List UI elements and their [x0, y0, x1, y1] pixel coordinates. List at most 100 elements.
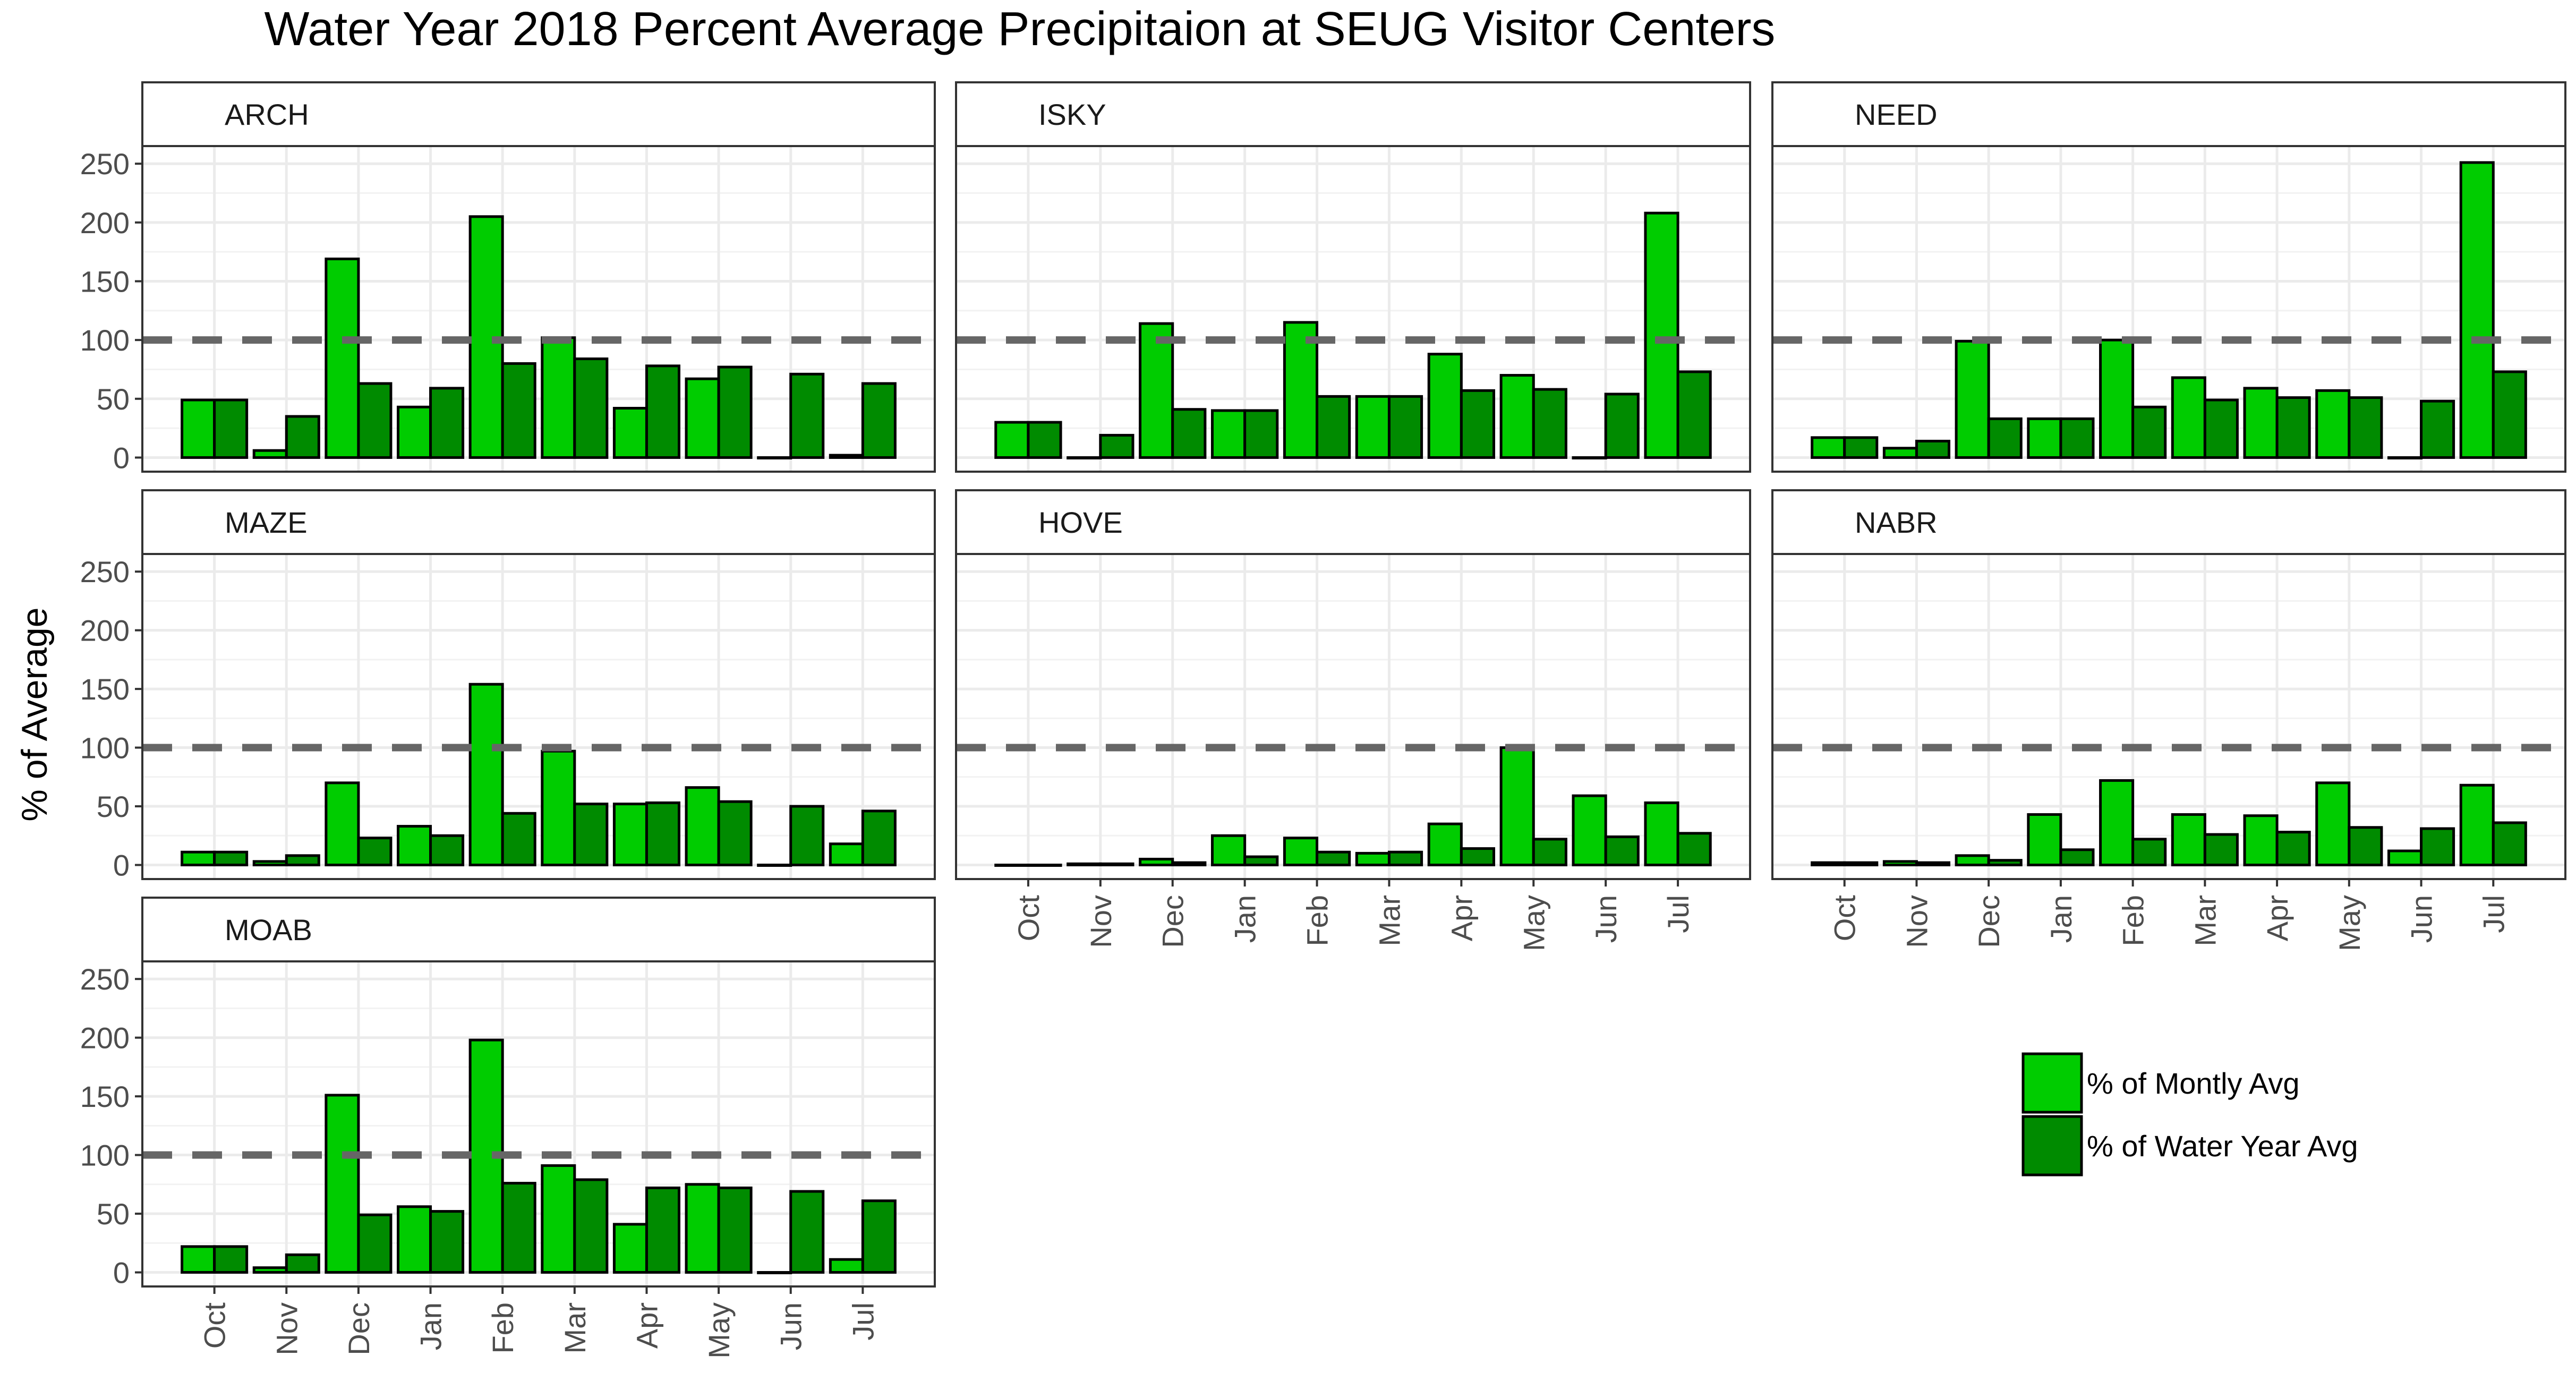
x-tick-label: Apr — [630, 1302, 663, 1349]
bar-monthly-jan — [397, 1205, 432, 1274]
bar-water-year-jan — [1243, 409, 1279, 459]
bar-water-year-jul — [1676, 370, 1712, 459]
y-axis-title: % of Average — [14, 607, 55, 821]
bar-water-year-dec — [1171, 861, 1207, 866]
facet-label: MAZE — [225, 506, 308, 539]
bar-water-year-dec — [357, 837, 393, 866]
bar-water-year-jan — [1243, 855, 1279, 866]
x-tick-label: Feb — [486, 1302, 519, 1354]
bar-monthly-jun — [1572, 456, 1607, 459]
bar-water-year-apr — [2275, 831, 2311, 866]
bar-water-year-may — [717, 1186, 753, 1274]
bar-water-year-jun — [2420, 827, 2455, 866]
bar-monthly-apr — [2243, 387, 2279, 459]
bar-monthly-dec — [325, 257, 360, 459]
bar-monthly-jul — [1644, 211, 1679, 459]
facet-label: NEED — [1855, 98, 1938, 131]
bar-monthly-nov — [252, 1266, 288, 1274]
y-tick-label: 150 — [80, 1080, 130, 1113]
plot-background — [1772, 554, 2565, 879]
bar-water-year-jun — [789, 372, 825, 459]
bar-water-year-nov — [1915, 439, 1951, 459]
bar-monthly-apr — [1427, 353, 1463, 459]
bar-water-year-oct — [1027, 421, 1062, 459]
y-tick-label: 250 — [80, 962, 130, 996]
x-tick-label: Jun — [2405, 895, 2438, 943]
bar-water-year-jun — [789, 1190, 825, 1274]
x-tick-label: Jan — [414, 1302, 448, 1350]
bar-monthly-jul — [2459, 161, 2495, 459]
bar-monthly-jul — [829, 454, 864, 459]
bar-water-year-nov — [285, 1253, 320, 1274]
panel-moab: MOAB 0 50 100 150 200 250 Oct Nov Dec Jan Feb Mar Apr… — [80, 897, 936, 1359]
panel-arch: ARCH 0 50 100 150 200 250 — [80, 81, 936, 474]
facet-label: HOVE — [1038, 506, 1123, 539]
bar-water-year-nov — [1915, 861, 1951, 866]
plot-background — [956, 554, 1750, 879]
bar-monthly-jan — [397, 405, 432, 459]
y-tick-label: 50 — [97, 790, 130, 823]
bar-monthly-dec — [1139, 857, 1174, 866]
facet-strip — [1771, 81, 2566, 147]
y-tick-label: 0 — [113, 1256, 130, 1289]
x-tick-label: Mar — [558, 1302, 592, 1353]
bar-water-year-dec — [1987, 859, 2023, 866]
bar-water-year-jul — [2492, 821, 2527, 866]
x-tick-label: Oct — [1828, 895, 1862, 942]
bar-water-year-feb — [2131, 405, 2167, 459]
bar-monthly-jun — [757, 456, 792, 459]
bar-water-year-jul — [1676, 832, 1712, 866]
facet-strip — [141, 897, 936, 962]
bar-water-year-may — [2348, 396, 2383, 459]
bar-monthly-nov — [1067, 456, 1102, 459]
bar-water-year-may — [717, 365, 753, 459]
panel-border — [1771, 553, 2566, 880]
bar-water-year-feb — [501, 812, 536, 866]
bar-water-year-apr — [1460, 847, 1496, 866]
x-tick-label: May — [702, 1302, 736, 1359]
bar-monthly-jan — [397, 825, 432, 866]
bar-water-year-may — [1532, 838, 1567, 866]
bar-water-year-mar — [2203, 833, 2239, 866]
panel-border — [141, 145, 936, 473]
bar-water-year-apr — [645, 801, 680, 866]
facet-strip — [1771, 489, 2566, 555]
legend-key-water-year — [2021, 1115, 2083, 1177]
y-tick-label: 200 — [80, 614, 130, 647]
bar-water-year-jun — [789, 805, 825, 866]
bar-water-year-jun — [1604, 393, 1640, 459]
bar-monthly-apr — [1427, 822, 1463, 866]
bar-water-year-oct — [213, 850, 249, 866]
y-tick-label: 150 — [80, 672, 130, 706]
bar-water-year-mar — [1387, 850, 1423, 866]
bar-monthly-jun — [2387, 456, 2423, 459]
bar-water-year-dec — [357, 382, 393, 459]
bar-monthly-jan — [1210, 834, 1247, 866]
bar-monthly-jun — [2387, 849, 2423, 866]
facet-strip — [141, 81, 936, 147]
bar-water-year-may — [1532, 388, 1567, 459]
bar-water-year-oct — [213, 398, 249, 459]
bar-water-year-jan — [2059, 417, 2095, 459]
y-tick-label: 150 — [80, 265, 130, 298]
panels: ARCH 0 50 100 150 200 250 ISKY NEED MAZE 0 50 100 150… — [80, 81, 2566, 1359]
bar-monthly-feb — [1283, 321, 1319, 459]
bar-monthly-mar — [541, 749, 576, 866]
x-tick-label: Apr — [2261, 895, 2294, 941]
bar-monthly-nov — [1882, 860, 1918, 866]
bar-monthly-jul — [829, 1258, 864, 1274]
panel-border — [955, 145, 1751, 473]
bar-monthly-oct — [994, 421, 1030, 459]
bar-water-year-may — [2348, 826, 2383, 866]
y-tick-label: 50 — [97, 1197, 130, 1231]
bar-monthly-feb — [1283, 837, 1319, 866]
bar-water-year-nov — [285, 854, 320, 866]
legend-label: % of Montly Avg — [2087, 1067, 2300, 1100]
bar-water-year-mar — [573, 1178, 609, 1274]
bar-water-year-jan — [429, 1210, 465, 1274]
bar-water-year-jan — [429, 834, 465, 866]
bar-water-year-jan — [429, 387, 465, 459]
bar-monthly-nov — [1882, 447, 1918, 459]
bar-monthly-dec — [1955, 854, 1990, 866]
